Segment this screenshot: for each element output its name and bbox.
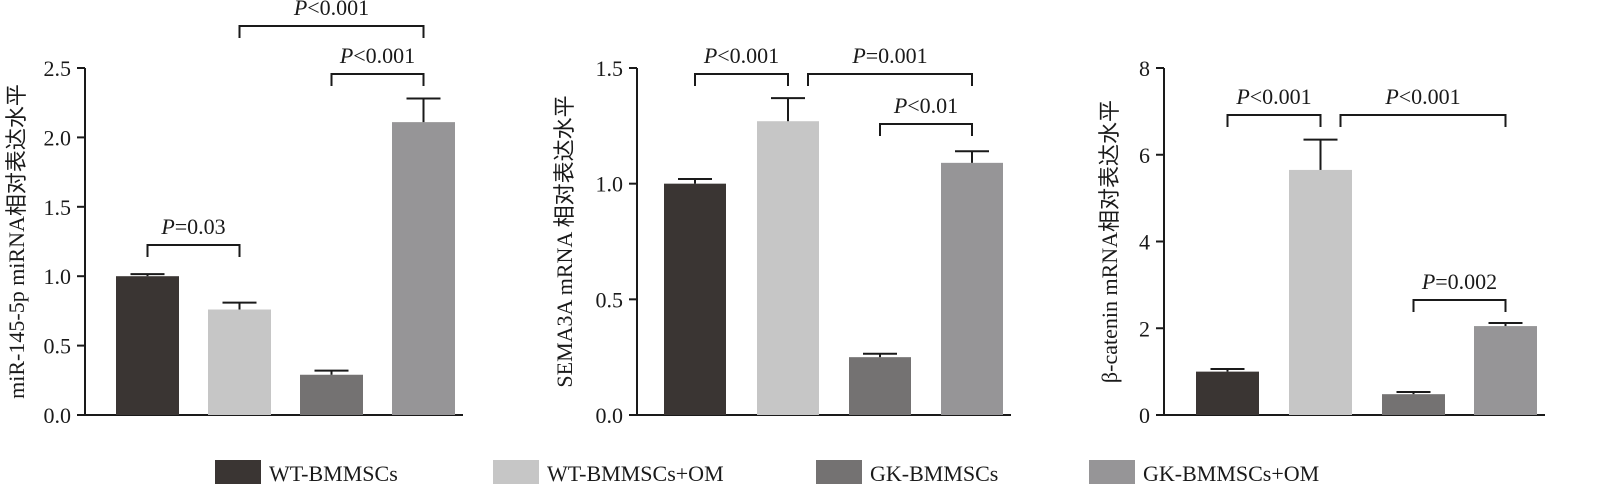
significance-label: P=0.03 (160, 214, 225, 239)
y-axis-title: β-catenin mRNA相对表达水平 (1097, 100, 1122, 383)
y-tick-label: 0.0 (596, 403, 624, 428)
y-tick-label: 2 (1139, 316, 1150, 341)
significance-bracket (1412, 299, 1507, 312)
bar-wt-bmmscs-om (208, 309, 271, 415)
significance-label: P=0.002 (1421, 269, 1497, 294)
significance-bracket (1339, 114, 1507, 127)
chart-panel-beta-catenin: 0 2 4 6 8 β-catenin mRNA相对表达水平 P<0.001 P<0.001 P… (1097, 56, 1545, 428)
bar-gk-bmmscs-om (941, 162, 1003, 415)
legend-swatch (215, 460, 261, 484)
y-tick-label: 8 (1139, 56, 1150, 81)
y-axis-title: miR-145-5p miRNA相对表达水平 (4, 84, 29, 399)
legend: WT-BMMSCs WT-BMMSCs+OM GK-BMMSCs GK-BMMSCs+… (215, 460, 1319, 486)
y-tick-label: 2.0 (44, 125, 72, 150)
y-axis-title: SEMA3A mRNA 相对表达水平 (552, 95, 577, 387)
significance-label: P=0.001 (851, 43, 927, 68)
significance-bracket (146, 244, 241, 257)
y-tick-label: 1.5 (596, 56, 624, 81)
significance-label: P<0.001 (293, 0, 369, 20)
significance-bracket (1226, 114, 1322, 127)
y-tick-label: 4 (1139, 230, 1150, 255)
significance-bracket (879, 123, 973, 136)
bar-gk-bmmscs-om (1474, 326, 1537, 415)
legend-label: GK-BMMSCs+OM (1143, 461, 1319, 486)
bar-wt-bmmscs (1196, 371, 1259, 415)
legend-label: WT-BMMSCs (269, 461, 398, 486)
legend-swatch (1089, 460, 1135, 484)
y-tick-label: 1.5 (44, 195, 72, 220)
bar-wt-bmmscs-om (1289, 169, 1352, 415)
bar-wt-bmmscs (664, 183, 726, 415)
bar-gk-bmmscs-om (392, 122, 455, 415)
chart-panel-mir145: 0.0 0.5 1.0 1.5 2.0 2.5 miR-145-5p miRNA相对表达水平… (4, 0, 463, 428)
legend-label: WT-BMMSCs+OM (547, 461, 724, 486)
bar-wt-bmmscs-om (757, 121, 819, 415)
significance-bracket (694, 73, 789, 86)
significance-bracket (330, 73, 425, 86)
significance-label: P<0.001 (703, 43, 779, 68)
bar-wt-bmmscs (116, 276, 179, 415)
significance-bracket (238, 25, 425, 38)
y-tick-label: 1.0 (596, 172, 624, 197)
y-tick-label: 0.5 (44, 334, 72, 359)
significance-label: P<0.001 (1235, 84, 1311, 109)
y-tick-label: 2.5 (44, 56, 72, 81)
significance-label: P<0.001 (339, 43, 415, 68)
legend-label: GK-BMMSCs (870, 461, 998, 486)
y-tick-label: 0.0 (44, 403, 72, 428)
y-tick-label: 0 (1139, 403, 1150, 428)
bar-gk-bmmscs (1382, 394, 1445, 415)
significance-bracket (807, 73, 973, 86)
y-tick-label: 0.5 (596, 287, 624, 312)
significance-label: P<0.001 (1384, 84, 1460, 109)
legend-swatch (816, 460, 862, 484)
chart-panel-sema3a: 0.0 0.5 1.0 1.5 SEMA3A mRNA 相对表达水平 P<0.001 P=0… (552, 43, 1011, 428)
significance-label: P<0.01 (893, 93, 958, 118)
y-tick-label: 6 (1139, 143, 1150, 168)
y-tick-label: 1.0 (44, 264, 72, 289)
bar-gk-bmmscs (300, 374, 363, 415)
bar-gk-bmmscs (849, 357, 911, 415)
legend-swatch (493, 460, 539, 484)
